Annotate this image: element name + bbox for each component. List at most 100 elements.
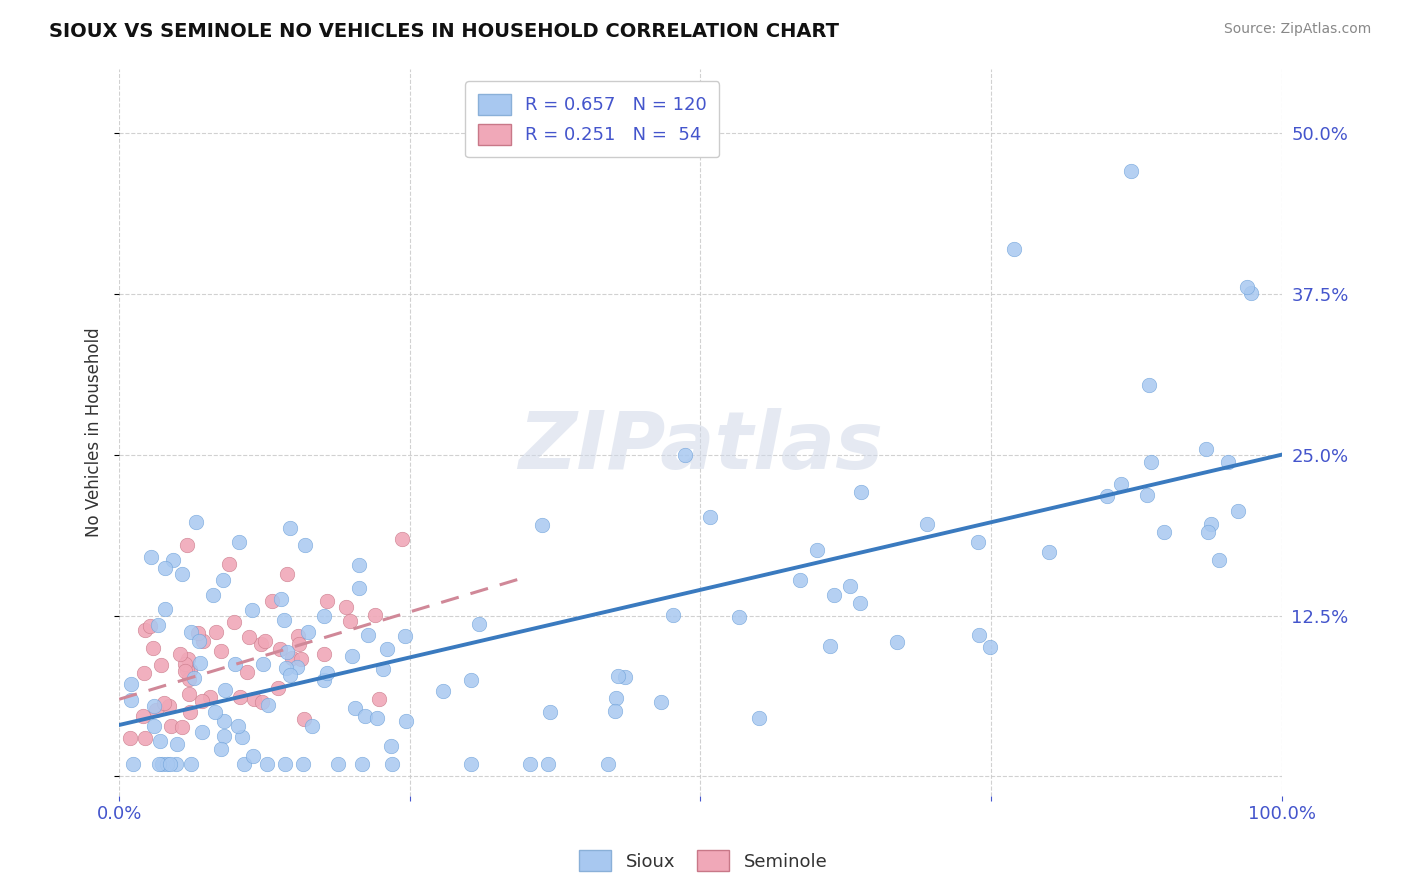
Point	[596, 756, 619, 771]
Point	[391, 533, 413, 547]
Point	[538, 705, 561, 719]
Point	[149, 658, 172, 673]
Point	[224, 615, 246, 629]
Point	[132, 709, 155, 723]
Point	[214, 683, 236, 698]
Point	[278, 668, 301, 682]
Point	[340, 649, 363, 664]
Point	[290, 652, 312, 666]
Point	[212, 573, 235, 587]
Point	[274, 660, 297, 674]
Point	[174, 657, 197, 671]
Point	[1119, 164, 1142, 178]
Point	[297, 625, 319, 640]
Point	[1227, 504, 1250, 518]
Point	[1140, 455, 1163, 469]
Point	[187, 626, 209, 640]
Point	[969, 628, 991, 642]
Point	[236, 665, 259, 679]
Point	[120, 731, 142, 745]
Point	[153, 697, 176, 711]
Point	[148, 756, 170, 771]
Point	[159, 756, 181, 771]
Point	[176, 664, 198, 678]
Point	[288, 637, 311, 651]
Point	[165, 756, 187, 771]
Point	[177, 652, 200, 666]
Point	[188, 656, 211, 670]
Point	[312, 647, 335, 661]
Point	[607, 669, 630, 683]
Point	[238, 631, 260, 645]
Point	[394, 629, 416, 643]
Point	[212, 729, 235, 743]
Point	[209, 742, 232, 756]
Point	[228, 535, 250, 549]
Point	[1153, 524, 1175, 539]
Point	[146, 617, 169, 632]
Point	[1208, 553, 1230, 567]
Point	[212, 714, 235, 728]
Point	[316, 666, 339, 681]
Point	[343, 700, 366, 714]
Point	[204, 705, 226, 719]
Point	[242, 749, 264, 764]
Point	[257, 698, 280, 713]
Point	[301, 719, 323, 733]
Point	[316, 593, 339, 607]
Point	[363, 607, 385, 622]
Point	[328, 756, 350, 771]
Point	[536, 756, 558, 771]
Point	[143, 698, 166, 713]
Point	[170, 566, 193, 581]
Text: SIOUX VS SEMINOLE NO VEHICLES IN HOUSEHOLD CORRELATION CHART: SIOUX VS SEMINOLE NO VEHICLES IN HOUSEHO…	[49, 22, 839, 41]
Legend: R = 0.657   N = 120, R = 0.251   N =  54: R = 0.657 N = 120, R = 0.251 N = 54	[465, 81, 720, 157]
Point	[260, 593, 283, 607]
Point	[1195, 442, 1218, 456]
Point	[229, 690, 252, 705]
Point	[254, 634, 277, 648]
Point	[294, 538, 316, 552]
Text: ZIPatlas: ZIPatlas	[517, 408, 883, 485]
Point	[395, 714, 418, 728]
Point	[200, 690, 222, 704]
Point	[381, 756, 404, 771]
Point	[849, 484, 872, 499]
Point	[1240, 286, 1263, 301]
Point	[188, 633, 211, 648]
Point	[531, 517, 554, 532]
Point	[169, 647, 191, 661]
Point	[1095, 489, 1118, 503]
Point	[149, 734, 172, 748]
Point	[335, 600, 357, 615]
Point	[205, 624, 228, 639]
Point	[727, 610, 749, 624]
Point	[467, 617, 489, 632]
Point	[371, 662, 394, 676]
Point	[156, 756, 179, 771]
Point	[603, 704, 626, 718]
Point	[202, 588, 225, 602]
Point	[366, 711, 388, 725]
Point	[432, 683, 454, 698]
Point	[228, 719, 250, 733]
Point	[352, 756, 374, 771]
Point	[979, 640, 1001, 654]
Point	[339, 615, 361, 629]
Point	[1236, 280, 1258, 294]
Point	[823, 588, 845, 602]
Point	[273, 756, 295, 771]
Point	[287, 660, 309, 674]
Point	[460, 756, 482, 771]
Point	[886, 635, 908, 649]
Point	[150, 756, 173, 771]
Point	[179, 687, 201, 701]
Point	[231, 730, 253, 744]
Point	[839, 579, 862, 593]
Point	[1109, 477, 1132, 491]
Point	[354, 708, 377, 723]
Point	[614, 670, 637, 684]
Point	[179, 672, 201, 686]
Point	[1197, 524, 1219, 539]
Point	[314, 609, 336, 624]
